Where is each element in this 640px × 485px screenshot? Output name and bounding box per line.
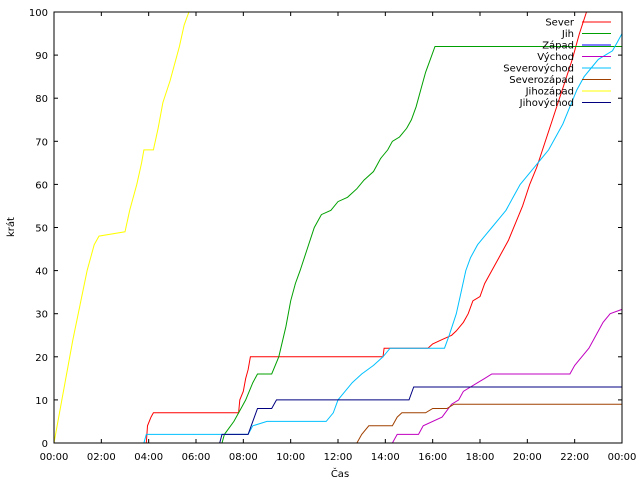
series-line-jihovýchod xyxy=(219,386,622,444)
y-tick-label: 90 xyxy=(35,51,48,62)
x-tick-label: 18:00 xyxy=(466,452,495,463)
series-lines xyxy=(53,11,623,444)
y-tick-label: 0 xyxy=(42,439,48,450)
legend-label: Severozápad xyxy=(509,74,574,86)
series-line-jih xyxy=(221,46,622,444)
x-tick-label: 06:00 xyxy=(182,452,211,463)
series-line-severovýchod xyxy=(143,33,623,444)
series-line-východ xyxy=(391,308,623,444)
legend-label: Západ xyxy=(542,40,574,52)
legend-label: Jih xyxy=(561,29,574,40)
x-tick-label: 04:00 xyxy=(134,452,163,463)
y-axis-label: krát xyxy=(5,217,17,237)
x-tick-label: 22:00 xyxy=(560,452,589,463)
series-line-severozápad xyxy=(356,403,622,444)
series-line-jihozápad xyxy=(53,11,190,444)
y-tick-label: 100 xyxy=(29,8,48,19)
legend-label: Jihozápad xyxy=(525,86,574,98)
y-tick-label: 60 xyxy=(35,180,48,191)
x-tick-label: 08:00 xyxy=(229,452,258,463)
y-tick-label: 10 xyxy=(35,396,48,407)
x-tick-label: 02:00 xyxy=(87,452,116,463)
legend-label: Severovýchod xyxy=(503,63,574,75)
legend-label: Jihovýchod xyxy=(519,97,574,109)
x-tick-label: 16:00 xyxy=(418,452,447,463)
x-tick-label: 14:00 xyxy=(371,452,400,463)
y-tick-label: 30 xyxy=(35,310,48,321)
y-tick-label: 80 xyxy=(35,94,48,105)
legend-label: Východ xyxy=(537,51,574,63)
y-axis: 0 10 20 30 40 50 60 70 80 90 100 xyxy=(29,8,622,450)
x-tick-label: 00:00 xyxy=(608,452,637,463)
series-line-sever xyxy=(145,11,587,444)
y-tick-label: 50 xyxy=(35,224,48,235)
x-tick-label: 20:00 xyxy=(513,452,542,463)
y-tick-label: 40 xyxy=(35,267,48,278)
x-axis: 00:00 02:00 04:00 06:00 08:00 10:00 12:00 14:00… xyxy=(40,12,637,463)
x-axis-label: Čas xyxy=(331,467,349,480)
x-tick-label: 10:00 xyxy=(276,452,305,463)
y-tick-label: 20 xyxy=(35,353,48,364)
x-tick-label: 12:00 xyxy=(324,452,353,463)
y-tick-label: 70 xyxy=(35,137,48,148)
legend-label: Sever xyxy=(545,18,575,29)
legend: SeverJihZápadVýchodSeverovýchodSeverozáp… xyxy=(503,18,611,109)
x-tick-label: 00:00 xyxy=(40,452,69,463)
